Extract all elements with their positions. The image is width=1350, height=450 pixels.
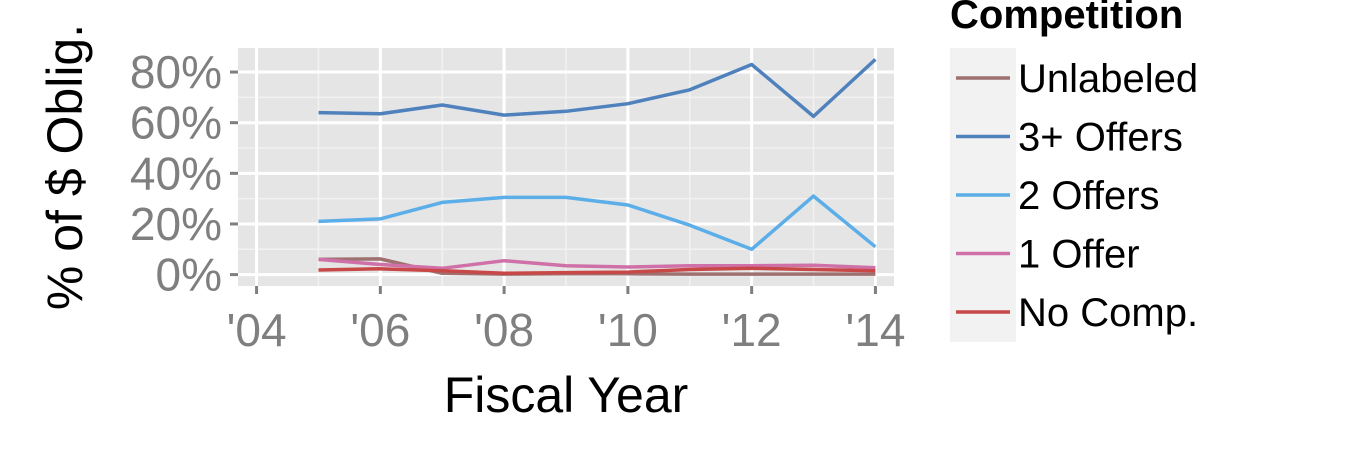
grid-minor [238, 48, 894, 286]
y-tick-label: 20% [130, 198, 222, 250]
y-axis-title: % of $ Oblig. [37, 24, 93, 310]
legend-label-unlabeled: Unlabeled [1018, 57, 1198, 101]
series-line-no-comp [318, 266, 876, 276]
series-line-3-offers [318, 58, 877, 119]
y-tick-label: 80% [130, 46, 222, 98]
series-line-1-offer [318, 257, 876, 271]
series-line-2-offers [318, 194, 877, 252]
x-axis-title: Fiscal Year [444, 367, 689, 423]
y-tick-label: 60% [130, 97, 222, 149]
legend-label-no-comp: No Comp. [1018, 291, 1198, 335]
x-tick-label: '06 [350, 304, 410, 356]
y-tick-label: 0% [156, 249, 222, 301]
legend-label-1-offer: 1 Offer [1018, 233, 1140, 277]
x-tick-label: '14 [845, 304, 905, 356]
series-lines [318, 58, 877, 276]
legend-label-3-offers: 3+ Offers [1018, 116, 1183, 160]
x-tick-label: '04 [227, 304, 287, 356]
y-tick-label: 40% [130, 147, 222, 199]
legend-title: Competition [950, 0, 1183, 37]
legend: Competition Unlabeled 3+ Offers 2 Offers 1 … [950, 0, 1198, 342]
y-axis: 0%20%40%60%80% [130, 46, 238, 301]
legend-label-2-offers: 2 Offers [1018, 174, 1160, 218]
x-tick-label: '12 [722, 304, 782, 356]
x-tick-label: '08 [474, 304, 534, 356]
x-axis: '04 '06 '08 '10 '12 '14 [227, 286, 905, 356]
x-tick-label: '10 [598, 304, 658, 356]
